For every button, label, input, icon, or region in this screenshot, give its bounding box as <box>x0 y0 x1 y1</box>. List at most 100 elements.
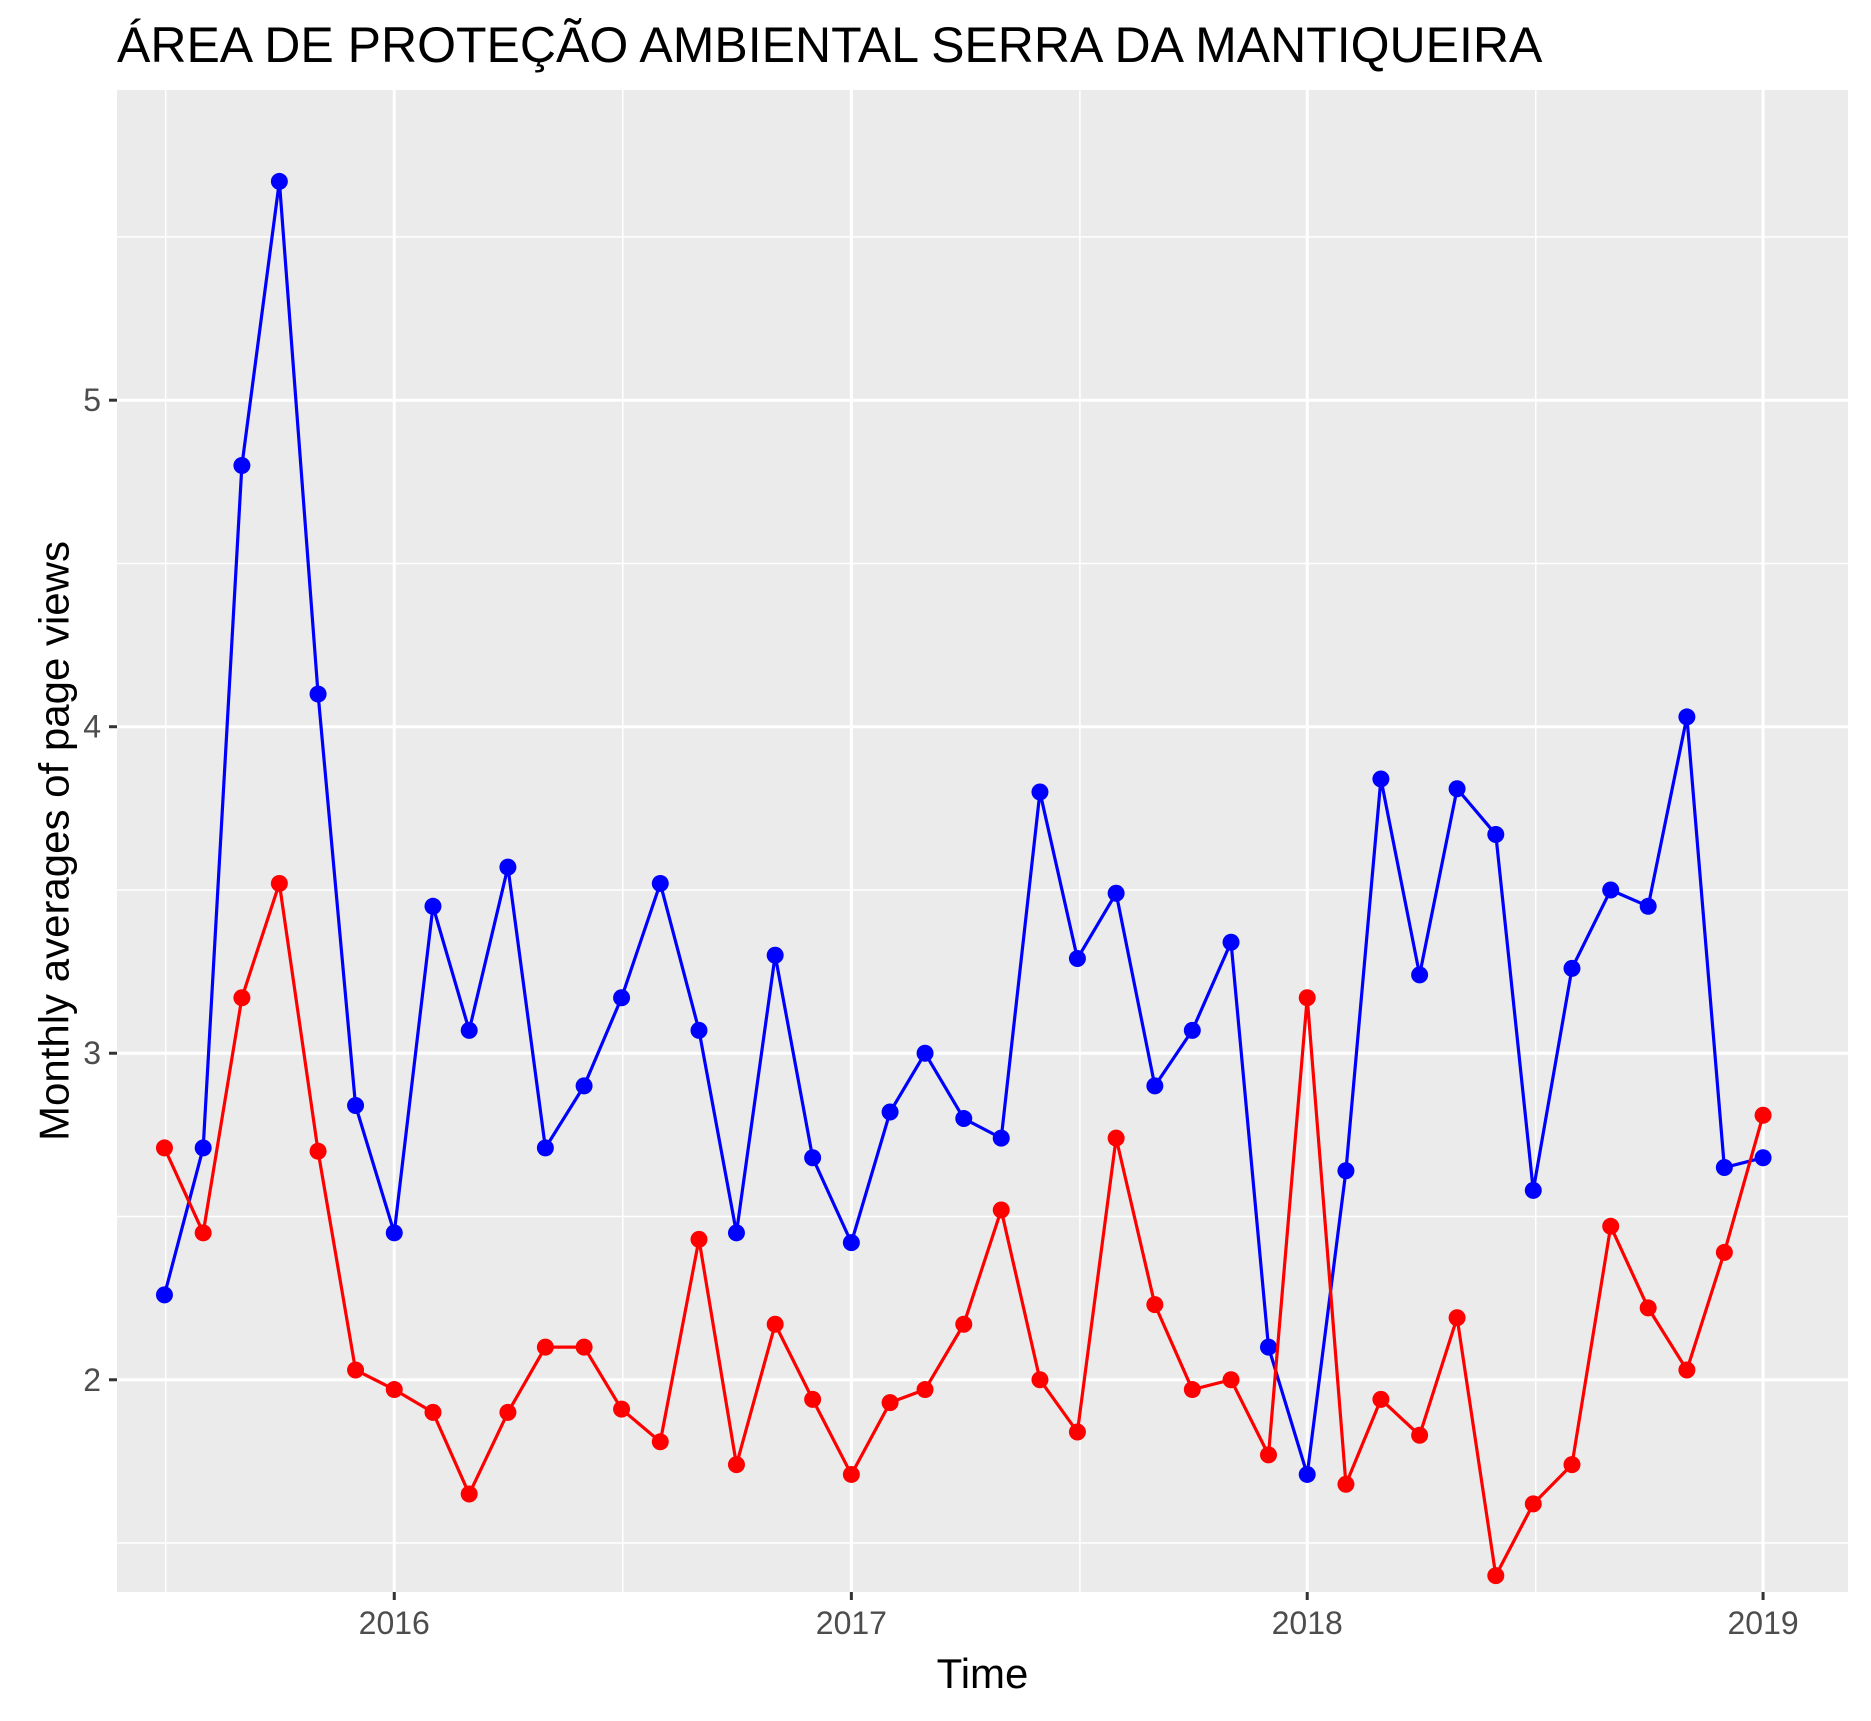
x-axis-title: Time <box>937 1650 1029 1697</box>
x-tick-label: 2018 <box>1272 1605 1343 1641</box>
data-point <box>233 989 251 1007</box>
data-point <box>575 1338 593 1356</box>
y-tick-label: 3 <box>83 1035 101 1071</box>
data-point <box>424 897 442 915</box>
data-point <box>1411 1426 1429 1444</box>
data-point <box>1639 897 1657 915</box>
data-point <box>575 1077 593 1095</box>
data-point <box>1298 989 1316 1007</box>
data-point <box>1107 1129 1125 1147</box>
data-point <box>155 1139 173 1157</box>
data-point <box>1146 1296 1164 1314</box>
data-point <box>1487 825 1505 843</box>
x-axis: 2016 2017 2018 2019 <box>359 1592 1799 1641</box>
data-point <box>1222 1371 1240 1389</box>
data-point <box>347 1361 365 1379</box>
data-point <box>955 1315 973 1333</box>
data-point <box>613 989 631 1007</box>
data-point <box>804 1149 822 1167</box>
x-tick-label: 2017 <box>816 1605 887 1641</box>
data-point <box>1068 1423 1086 1441</box>
data-point <box>155 1286 173 1304</box>
plot-panel <box>117 90 1848 1592</box>
data-point <box>385 1224 403 1242</box>
data-point <box>1411 966 1429 984</box>
x-tick-label: 2019 <box>1727 1605 1798 1641</box>
data-point <box>1107 884 1125 902</box>
major-gridlines <box>117 90 1848 1592</box>
data-point <box>651 1433 669 1451</box>
y-axis: 2 3 4 5 <box>83 382 117 1398</box>
data-point <box>1678 708 1696 726</box>
data-point <box>1448 1309 1466 1327</box>
data-point <box>727 1456 745 1474</box>
data-point <box>309 685 327 703</box>
data-point <box>499 1403 517 1421</box>
data-point <box>690 1021 708 1039</box>
y-tick-label: 4 <box>83 709 101 745</box>
data-point <box>1183 1021 1201 1039</box>
data-point <box>1754 1149 1772 1167</box>
data-point <box>1031 783 1049 801</box>
data-point <box>536 1139 554 1157</box>
y-axis-title: Monthly averages of page views <box>31 541 78 1141</box>
data-point <box>1448 780 1466 798</box>
data-point <box>881 1394 899 1412</box>
data-point <box>690 1230 708 1248</box>
data-point <box>1372 770 1390 788</box>
data-point <box>194 1139 212 1157</box>
data-point <box>613 1400 631 1418</box>
data-point <box>1524 1495 1542 1513</box>
data-point <box>1487 1567 1505 1585</box>
data-point <box>270 874 288 892</box>
data-point <box>1754 1106 1772 1124</box>
data-point <box>1715 1243 1733 1261</box>
data-point <box>233 457 251 474</box>
data-point <box>916 1044 934 1062</box>
data-point <box>536 1338 554 1356</box>
data-point <box>804 1390 822 1408</box>
data-point <box>1602 1217 1620 1235</box>
series-1 <box>155 172 1772 1483</box>
data-point <box>1298 1465 1316 1483</box>
chart-title: ÁREA DE PROTEÇÃO AMBIENTAL SERRA DA MANT… <box>117 17 1543 73</box>
data-point <box>992 1129 1010 1147</box>
series-layer <box>155 172 1772 1585</box>
data-point <box>1222 933 1240 951</box>
data-point <box>1068 950 1086 968</box>
data-point <box>1372 1390 1390 1408</box>
data-point <box>1260 1446 1278 1464</box>
data-point <box>1715 1159 1733 1177</box>
data-point <box>881 1103 899 1121</box>
data-point <box>1639 1299 1657 1317</box>
data-point <box>1031 1371 1049 1389</box>
data-point <box>460 1021 478 1039</box>
data-point <box>766 946 784 964</box>
x-tick-label: 2016 <box>359 1605 430 1641</box>
data-point <box>194 1224 212 1242</box>
data-point <box>842 1234 860 1252</box>
data-point <box>651 874 669 892</box>
data-point <box>1563 1456 1581 1474</box>
data-point <box>842 1465 860 1483</box>
series-2 <box>155 874 1772 1585</box>
data-point <box>1146 1077 1164 1095</box>
data-point <box>499 858 517 876</box>
data-point <box>309 1142 327 1160</box>
data-point <box>385 1381 403 1399</box>
data-point <box>992 1201 1010 1219</box>
minor-gridlines <box>117 90 1848 1592</box>
data-point <box>1260 1338 1278 1356</box>
y-tick-label: 2 <box>83 1362 101 1398</box>
data-point <box>955 1110 973 1128</box>
data-point <box>1678 1361 1696 1379</box>
data-point <box>270 172 288 190</box>
data-point <box>460 1485 478 1503</box>
data-point <box>347 1096 365 1114</box>
data-point <box>727 1224 745 1242</box>
data-point <box>1183 1381 1201 1399</box>
data-point <box>1337 1475 1355 1493</box>
data-point <box>766 1315 784 1333</box>
data-point <box>1337 1162 1355 1180</box>
